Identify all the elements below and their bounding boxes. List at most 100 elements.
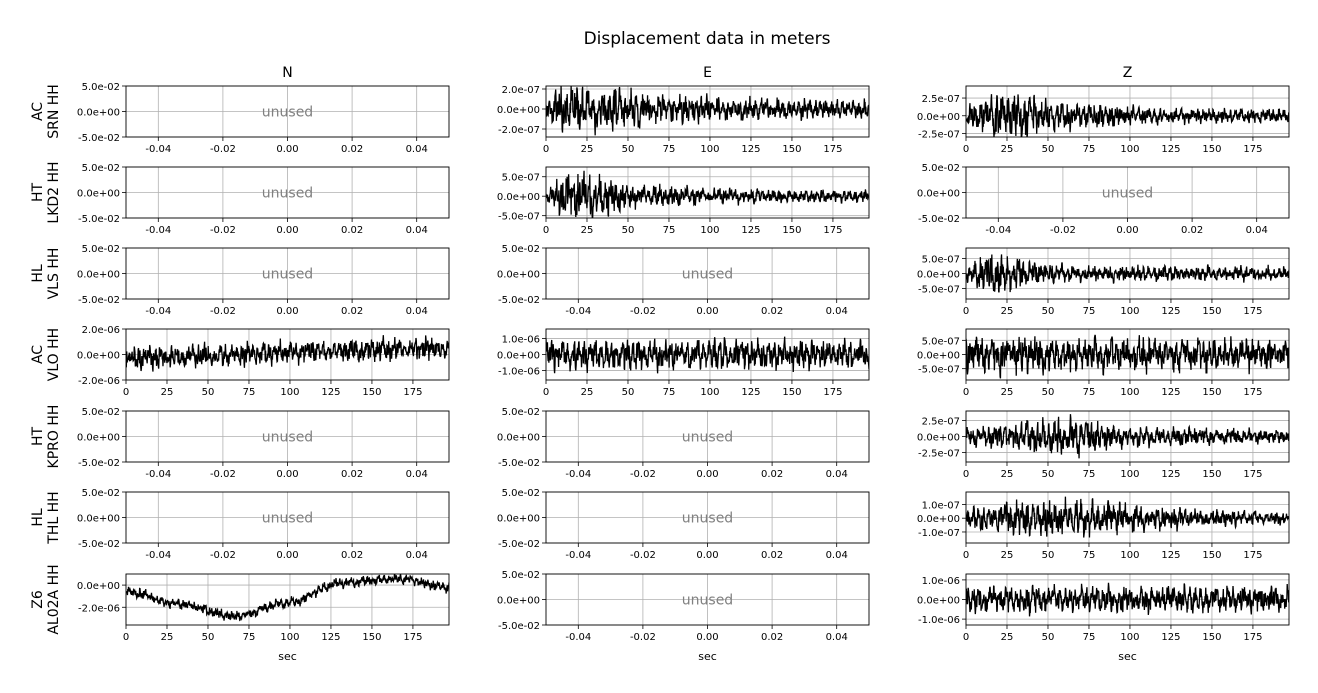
row-label: AC SRN HH [30,84,62,139]
y-tick-label: -2.0e-06 [78,376,120,387]
series-line [546,86,869,136]
x-tick-label: 125 [1161,550,1180,561]
y-tick-label: 5.0e-02 [502,407,540,418]
x-tick-label: -0.02 [210,469,236,480]
y-tick-label: 1.0e-07 [922,500,960,511]
y-tick-label: 0.0e+00 [497,433,540,444]
x-tick-label: 0.02 [341,306,363,317]
panel-e-row-6: -0.04 -0.02 0.00 0.02 0.04 5.0e-02 0.0e+00 -5.0… [497,570,870,663]
x-tick-label: -0.02 [630,306,656,317]
x-axis-label: sec [1118,650,1137,663]
x-tick-label: 0 [963,144,969,155]
series-line [966,334,1289,379]
row-label-network: AC [30,102,46,121]
x-tick-label: -0.02 [630,550,656,561]
panel-frame [965,85,1290,138]
y-tick-label: -5.0e-02 [78,539,120,550]
x-tick-label: 0.02 [341,469,363,480]
x-tick-label: 0.02 [761,632,783,643]
x-tick-label: 100 [1120,469,1139,480]
x-tick-label: 125 [1161,387,1180,398]
x-tick-label: 150 [362,632,381,643]
row-label-network: Z6 [30,590,46,609]
series-line [126,574,449,622]
y-tick-label: -5.0e-02 [78,214,120,225]
x-tick-label: 75 [663,225,676,236]
series-line [966,254,1289,293]
unused-label: unused [682,430,733,446]
x-tick-label: -0.04 [985,225,1011,236]
row-label: HL THL HH [30,491,62,544]
x-tick-label: 150 [1202,550,1221,561]
panel-frame [545,166,870,219]
x-tick-label: 0.00 [276,144,298,155]
y-tick-label: 0.0e+00 [497,270,540,281]
y-tick-label: 0.0e+00 [917,596,960,607]
x-tick-label: 100 [1120,550,1139,561]
column-header-n: N [282,65,292,81]
y-tick-label: 5.0e-02 [82,407,120,418]
x-tick-label: -0.02 [210,225,236,236]
x-tick-label: 75 [1083,469,1096,480]
series-line [966,496,1289,538]
y-tick-label: 5.0e-02 [82,244,120,255]
x-tick-label: 175 [403,387,422,398]
row-label-network: HL [30,264,46,283]
x-tick-label: 175 [403,632,422,643]
panel-n-row-0: -0.04 -0.02 0.00 0.02 0.04 5.0e-02 0.0e+00 -5.0… [77,82,450,155]
series-line [546,170,869,218]
series-line [966,582,1289,617]
x-tick-label: 25 [1001,306,1014,317]
y-tick-label: 0.0e+00 [77,433,120,444]
y-tick-label: 0.0e+00 [497,351,540,362]
panel-e-row-4: -0.04 -0.02 0.00 0.02 0.04 5.0e-02 0.0e+00 -5.0… [497,407,870,480]
x-tick-label: 0 [963,550,969,561]
x-tick-label: 25 [581,387,594,398]
y-tick-label: -5.0e-07 [498,212,540,223]
y-tick-label: -5.0e-02 [498,295,540,306]
unused-label: unused [682,593,733,609]
x-tick-label: 0.04 [826,632,848,643]
x-tick-label: 100 [1120,632,1139,643]
x-tick-label: 0.00 [696,469,718,480]
x-tick-label: 75 [1083,550,1096,561]
x-tick-label: 0 [963,306,969,317]
x-tick-label: 50 [202,387,215,398]
x-tick-label: 0.02 [341,144,363,155]
unused-label: unused [262,267,313,283]
panel-frame [965,247,1290,300]
x-tick-label: 0.02 [761,550,783,561]
panel-e-row-5: -0.04 -0.02 0.00 0.02 0.04 5.0e-02 0.0e+00 -5.0… [497,488,870,561]
x-tick-label: 175 [823,144,842,155]
panel-frame [125,166,450,219]
x-tick-label: 150 [782,387,801,398]
y-tick-label: 0.0e+00 [77,514,120,525]
unused-label: unused [262,511,313,527]
x-tick-label: 50 [622,225,635,236]
panel-frame [965,491,1290,544]
x-tick-label: -0.02 [210,144,236,155]
y-tick-label: 5.0e-07 [922,255,960,266]
x-tick-label: -0.04 [565,550,591,561]
x-tick-label: 125 [741,225,760,236]
panel-n-row-6: 0 25 50 75 100 125 150 175 0.0e+00 -2.0e-06 sec [77,573,450,663]
x-tick-label: 100 [1120,387,1139,398]
y-tick-label: -1.0e-06 [498,366,540,377]
panel-frame [545,247,870,300]
x-tick-label: 175 [1243,387,1262,398]
y-tick-label: 0.0e+00 [497,514,540,525]
x-tick-label: 25 [581,144,594,155]
y-tick-label: -2.5e-07 [918,448,960,459]
y-tick-label: -5.0e-02 [498,539,540,550]
x-tick-label: 50 [622,144,635,155]
y-tick-label: 5.0e-02 [502,570,540,581]
panel-frame [125,573,450,626]
y-tick-label: 0.0e+00 [917,270,960,281]
y-tick-label: 5.0e-02 [82,488,120,499]
y-tick-label: 0.0e+00 [917,433,960,444]
panel-frame [125,85,450,138]
x-tick-label: -0.02 [630,632,656,643]
y-tick-label: 0.0e+00 [497,596,540,607]
x-tick-label: 100 [1120,306,1139,317]
